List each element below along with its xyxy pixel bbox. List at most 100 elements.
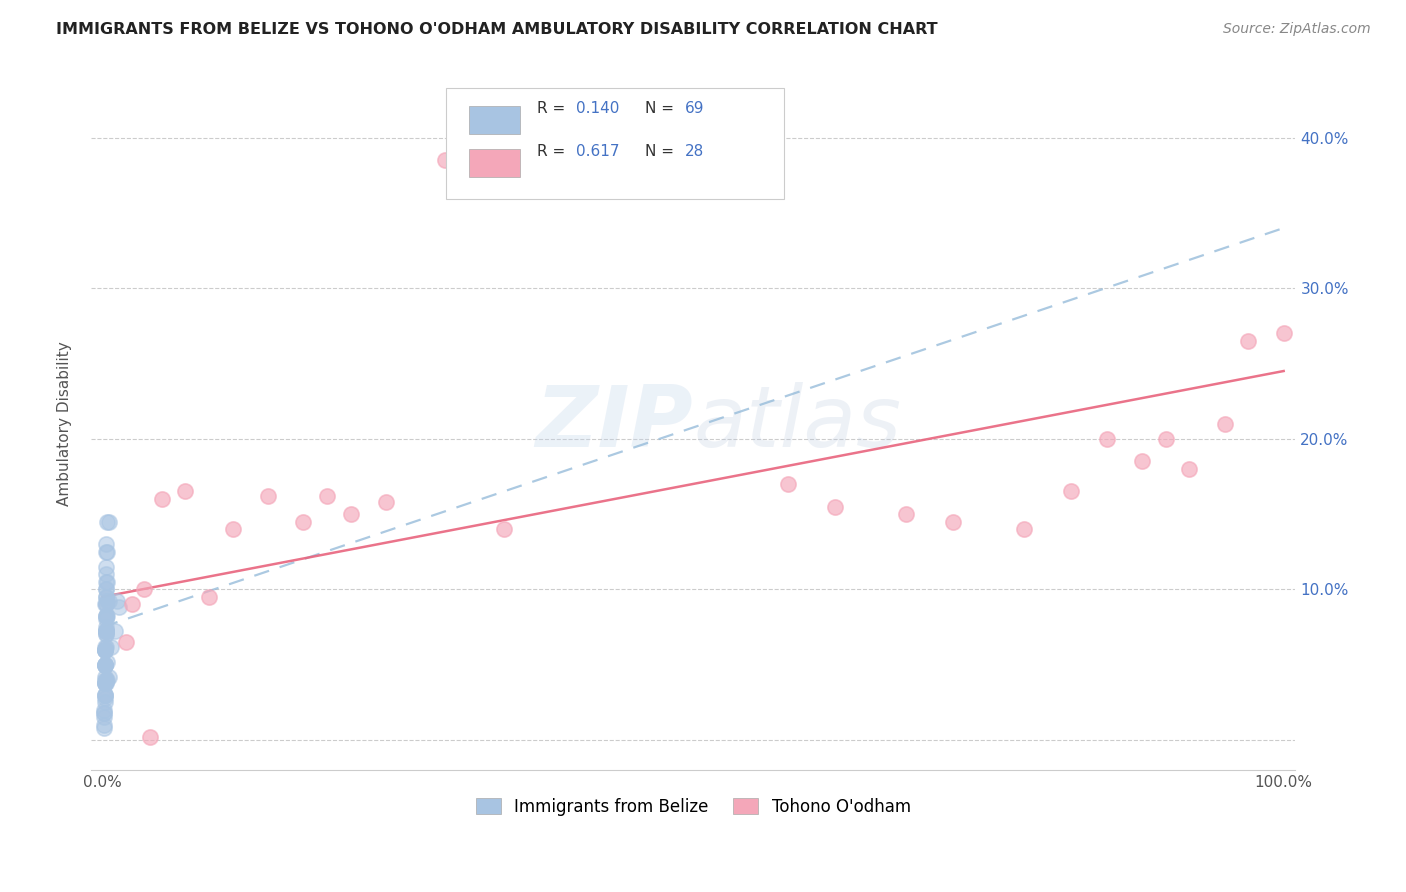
Point <box>292 515 315 529</box>
Text: ZIP: ZIP <box>536 382 693 466</box>
FancyBboxPatch shape <box>470 150 520 178</box>
Point <box>1154 432 1177 446</box>
Point <box>257 489 280 503</box>
Y-axis label: Ambulatory Disability: Ambulatory Disability <box>58 342 72 506</box>
Point <box>94 640 117 654</box>
Point <box>96 544 118 558</box>
Point <box>198 590 221 604</box>
Point <box>96 590 118 604</box>
Point <box>96 582 118 597</box>
Point <box>93 721 115 735</box>
Point <box>96 624 118 639</box>
Point <box>94 670 117 684</box>
Point <box>94 673 117 687</box>
Point <box>1095 432 1118 446</box>
Point <box>339 507 361 521</box>
Point <box>139 730 162 744</box>
Point <box>97 670 120 684</box>
Point <box>97 515 120 529</box>
Point <box>96 559 118 574</box>
Text: Source: ZipAtlas.com: Source: ZipAtlas.com <box>1223 22 1371 37</box>
Point <box>94 695 117 709</box>
Text: N =: N = <box>645 101 679 116</box>
Text: 0.140: 0.140 <box>576 101 620 116</box>
Text: IMMIGRANTS FROM BELIZE VS TOHONO O'ODHAM AMBULATORY DISABILITY CORRELATION CHART: IMMIGRANTS FROM BELIZE VS TOHONO O'ODHAM… <box>56 22 938 37</box>
Point <box>105 594 128 608</box>
Point <box>96 582 118 597</box>
Point <box>94 675 117 690</box>
Point <box>1213 417 1236 431</box>
Point <box>94 657 117 672</box>
Point <box>1130 454 1153 468</box>
Point <box>96 627 118 641</box>
Point <box>96 624 118 639</box>
Point <box>94 657 117 672</box>
Point <box>96 515 118 529</box>
Point <box>94 642 117 657</box>
Point <box>776 477 799 491</box>
Point <box>96 655 118 669</box>
Point <box>1060 484 1083 499</box>
Point <box>115 635 138 649</box>
Point <box>94 688 117 702</box>
Point <box>96 537 118 551</box>
Point <box>100 640 122 654</box>
Point <box>94 657 117 672</box>
Point <box>96 624 118 639</box>
Point <box>824 500 846 514</box>
Text: 0.617: 0.617 <box>576 144 620 159</box>
Point <box>434 153 457 168</box>
Point <box>96 544 118 558</box>
Point <box>96 624 118 639</box>
Point <box>96 673 118 687</box>
Point <box>94 642 117 657</box>
Point <box>93 703 115 717</box>
Point <box>316 489 339 503</box>
Point <box>1178 462 1201 476</box>
Point <box>132 582 155 597</box>
Point <box>94 598 117 612</box>
Text: 28: 28 <box>685 144 704 159</box>
Point <box>94 688 117 702</box>
Point <box>93 706 115 720</box>
Point <box>94 675 117 690</box>
Point <box>96 590 118 604</box>
Point <box>1272 326 1295 341</box>
Point <box>174 484 197 499</box>
Point <box>96 609 118 624</box>
Point <box>942 515 965 529</box>
Text: R =: R = <box>537 101 569 116</box>
Point <box>93 706 115 720</box>
Point <box>96 673 118 687</box>
FancyBboxPatch shape <box>470 106 520 134</box>
Point <box>94 642 117 657</box>
Point <box>93 710 115 724</box>
Point <box>94 642 117 657</box>
Point <box>94 642 117 657</box>
Text: N =: N = <box>645 144 679 159</box>
Point <box>96 609 118 624</box>
Text: 69: 69 <box>685 101 704 116</box>
Point <box>96 609 118 624</box>
Point <box>150 491 173 506</box>
Point <box>1237 334 1260 348</box>
Point <box>94 657 117 672</box>
Point <box>94 688 117 702</box>
Legend: Immigrants from Belize, Tohono O'odham: Immigrants from Belize, Tohono O'odham <box>467 789 920 824</box>
Point <box>96 624 118 639</box>
Point <box>96 675 118 690</box>
Point <box>93 718 115 732</box>
Point <box>103 624 125 639</box>
Point <box>96 594 118 608</box>
Text: R =: R = <box>537 144 569 159</box>
Point <box>96 567 118 582</box>
FancyBboxPatch shape <box>446 87 783 199</box>
Point <box>96 574 118 589</box>
Point <box>94 675 117 690</box>
Point <box>221 522 243 536</box>
Point <box>1012 522 1035 536</box>
Point <box>96 598 118 612</box>
Point <box>121 598 143 612</box>
Point <box>96 627 118 641</box>
Point <box>96 598 118 612</box>
